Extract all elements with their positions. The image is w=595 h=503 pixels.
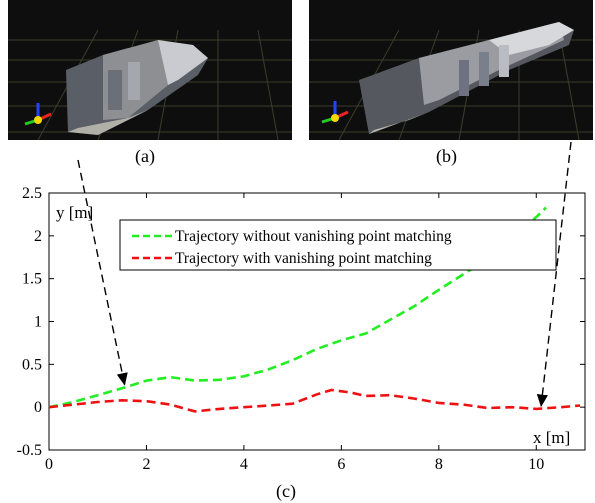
x-tick-label: 10 [528, 456, 544, 473]
y-tick-label: 1.5 [22, 271, 42, 288]
axis-triad-icon [24, 103, 52, 126]
caption-b: (b) [436, 146, 457, 166]
legend-box [119, 219, 557, 271]
caption-a: (a) [135, 146, 155, 166]
x-tick-label: 0 [45, 456, 53, 473]
legend: Trajectory without vanishing point match… [119, 219, 557, 271]
y-tick-label: 2.5 [22, 185, 42, 202]
x-tick-label: 6 [337, 456, 345, 473]
legend-label-with: Trajectory with vanishing point matching [175, 250, 432, 267]
legend-label-without: Trajectory without vanishing point match… [175, 228, 452, 245]
y-tick-label: 1 [34, 314, 42, 331]
callout-arrow [536, 141, 572, 408]
x-axis-label: x [m] [533, 428, 570, 447]
x-tick-label: 2 [142, 456, 150, 473]
callout-arrow [77, 159, 128, 386]
caption-c: (c) [276, 481, 296, 502]
y-tick-label: 0.5 [22, 356, 42, 373]
y-axis-label: y [m] [56, 203, 93, 222]
y-tick-label: 0 [34, 399, 42, 416]
point-cloud-a-graphic [8, 0, 292, 140]
series-line-without [48, 206, 547, 409]
x-tick-label: 4 [240, 456, 248, 473]
point-cloud-panel-b [309, 0, 593, 140]
y-tick-label: -0.5 [17, 442, 42, 459]
point-cloud-panel-a [8, 0, 292, 140]
point-cloud-b-graphic [309, 0, 593, 140]
series-line-with [48, 388, 581, 413]
x-tick-label: 8 [435, 456, 443, 473]
y-tick-label: 2 [34, 228, 42, 245]
axis-triad-icon [321, 101, 349, 124]
